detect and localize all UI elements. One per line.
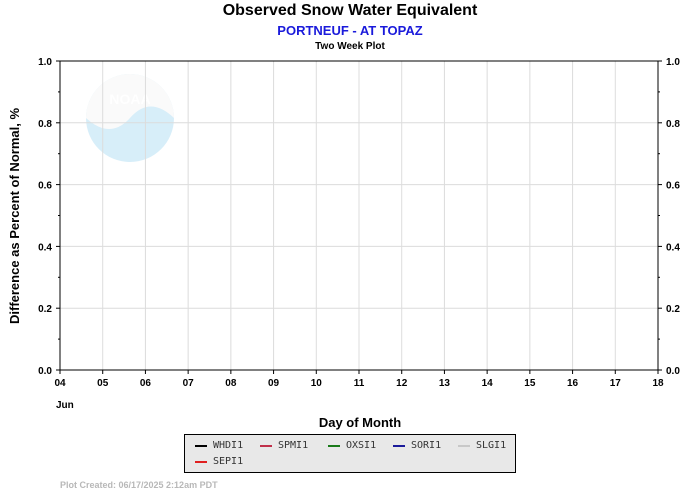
legend-label: SLGI1: [476, 440, 507, 451]
legend-label: SPMI1: [278, 440, 309, 451]
y-tick-label-left: 0.6: [38, 181, 52, 192]
chart-subtitle: PORTNEUF - AT TOPAZ: [277, 23, 423, 38]
x-tick-label: 16: [567, 378, 579, 389]
legend-label: OXSI1: [346, 440, 377, 451]
x-tick-label: 15: [524, 378, 536, 389]
x-tick-label: 04: [54, 378, 66, 389]
x-tick-label: 08: [225, 378, 237, 389]
chart-plot-type: Two Week Plot: [315, 41, 385, 52]
legend-swatch: [195, 444, 207, 447]
y-tick-label-right: 0.4: [666, 242, 680, 253]
y-tick-label-right: 0.6: [666, 181, 680, 192]
legend-item: SPMI1: [260, 440, 308, 451]
watermark-text: NOAA: [109, 91, 150, 107]
chart-legend: WHDI1 SPMI1 OXSI1 SORI1 SLGI1 SEPI1: [184, 434, 516, 473]
x-tick-label: 12: [396, 378, 408, 389]
legend-item: SEPI1: [195, 456, 243, 467]
y-tick-label-left: 0.8: [38, 119, 52, 130]
legend-item: WHDI1: [195, 440, 243, 451]
y-tick-label-right: 0.8: [666, 119, 680, 130]
x-tick-label: 14: [482, 378, 494, 389]
y-tick-label-right: 0.0: [666, 366, 680, 377]
legend-item: OXSI1: [328, 440, 376, 451]
chart-title: Observed Snow Water Equivalent: [222, 2, 478, 19]
legend-item: SLGI1: [458, 440, 506, 451]
y-tick-label-left: 1.0: [38, 57, 52, 68]
y-tick-label-left: 0.0: [38, 366, 52, 377]
legend-item: SORI1: [393, 440, 441, 451]
legend-swatch: [328, 444, 340, 447]
legend-swatch: [458, 444, 470, 447]
x-tick-label: 10: [311, 378, 323, 389]
x-tick-label: 09: [268, 378, 280, 389]
x-tick-label: 13: [439, 378, 451, 389]
legend-label: WHDI1: [213, 440, 244, 451]
x-tick-label: 17: [610, 378, 622, 389]
x-tick-label: 11: [354, 378, 365, 389]
y-tick-label-left: 0.2: [38, 304, 52, 315]
y-axis-label: Difference as Percent of Normal, %: [7, 107, 22, 325]
legend-swatch: [393, 444, 405, 447]
noaa-logo-watermark: NOAA: [86, 74, 174, 162]
x-tick-label: 05: [97, 378, 109, 389]
y-tick-label-right: 1.0: [666, 57, 680, 68]
legend-label: SEPI1: [213, 456, 244, 467]
x-axis-label: Day of Month: [318, 415, 402, 430]
plot-created-footer: Plot Created: 06/17/2025 2:12am PDT: [60, 480, 218, 490]
x-tick-label: 07: [183, 378, 195, 389]
legend-label: SORI1: [411, 440, 442, 451]
x-tick-label: 18: [652, 378, 664, 389]
x-month-label: Jun: [56, 400, 74, 411]
x-tick-label: 06: [140, 378, 152, 389]
y-tick-label-left: 0.4: [38, 242, 52, 253]
legend-swatch: [195, 460, 207, 463]
y-tick-label-right: 0.2: [666, 304, 680, 315]
legend-swatch: [260, 444, 272, 447]
